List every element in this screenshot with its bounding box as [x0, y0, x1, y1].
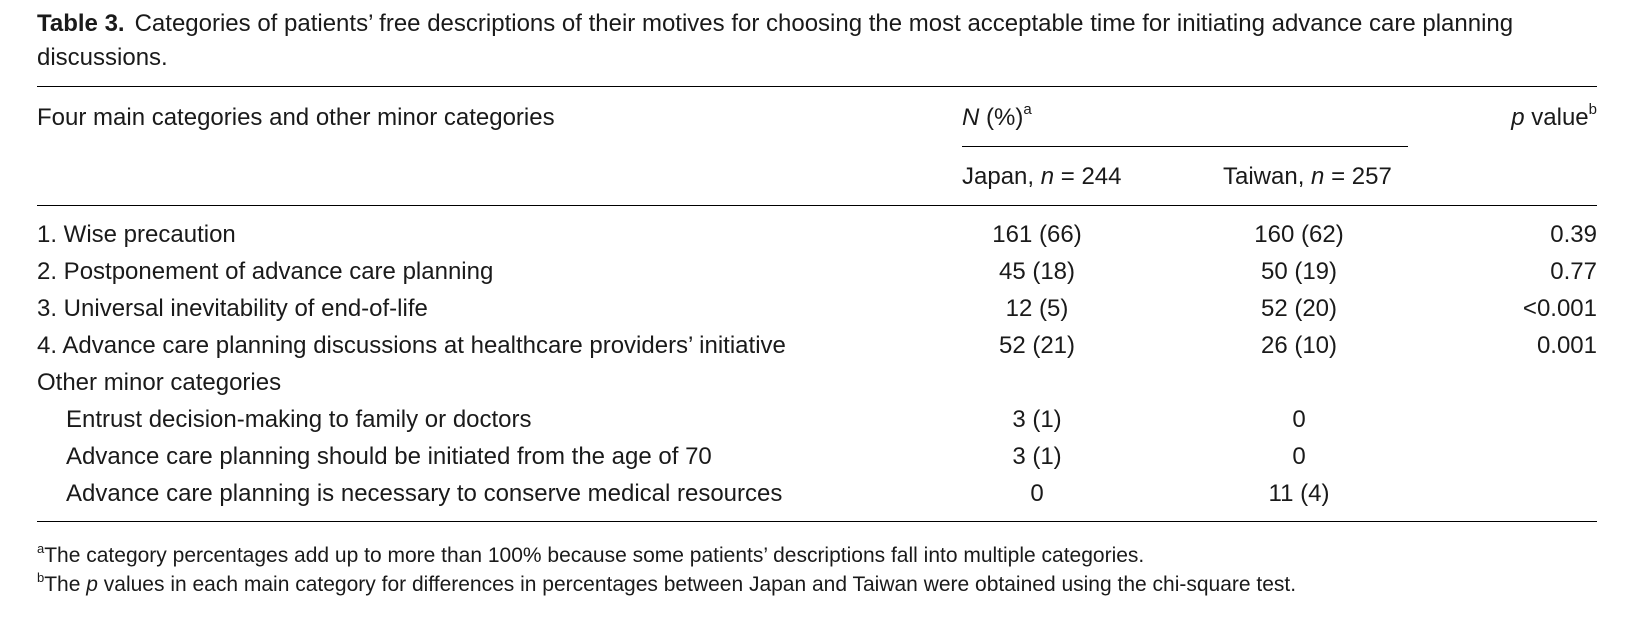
header-description: Four main categories and other minor cat… — [37, 104, 555, 131]
footnote-b-italic-p: p — [86, 573, 98, 596]
header-n-rest: (%) — [979, 104, 1024, 131]
table-row: Advance care planning is necessary to co… — [37, 477, 1597, 514]
header-n-footnote-mark: a — [1023, 101, 1032, 118]
table-title: Categories of patients’ free description… — [37, 10, 1514, 71]
table-body: 1. Wise precaution 161 (66) 160 (62) 0.3… — [37, 218, 1597, 514]
header-bottom-rule — [37, 205, 1597, 206]
footnote-a-mark: a — [37, 541, 45, 556]
row-taiwan-value: 50 (19) — [1260, 258, 1338, 285]
row-taiwan-value: 26 (10) — [1260, 332, 1338, 359]
row-japan-value: 52 (21) — [998, 332, 1076, 359]
row-p-value: 0.001 — [1536, 332, 1597, 359]
row-taiwan-value: 0 — [1292, 406, 1306, 433]
table-footnotes: aThe category percentages add up to more… — [37, 541, 1597, 599]
header-n-percent: N (%)a — [962, 101, 1032, 133]
header-japan-prefix: Japan, — [962, 163, 1041, 190]
header-taiwan-count: = 257 — [1324, 163, 1392, 190]
header-n-italic: N — [962, 104, 980, 131]
header-taiwan-n: n — [1311, 163, 1325, 190]
row-japan-value: 12 (5) — [1005, 295, 1069, 322]
footnote-b-text-before: The — [44, 573, 87, 596]
row-japan-value: 0 — [1030, 480, 1044, 507]
header-japan: Japan, n = 244 — [962, 162, 1122, 192]
table-row: 1. Wise precaution 161 (66) 160 (62) 0.3… — [37, 218, 1597, 255]
row-p-value: 0.77 — [1550, 258, 1597, 285]
header-p-footnote-mark: b — [1588, 101, 1597, 118]
header-p-value: p valueb — [1511, 101, 1597, 133]
footnote-a-text: The category percentages add up to more … — [44, 544, 1145, 567]
table-row: 3. Universal inevitability of end-of-lif… — [37, 292, 1597, 329]
top-rule — [37, 86, 1597, 87]
footnote-b: bThe p values in each main category for … — [37, 570, 1597, 599]
table-row: Advance care planning should be initiate… — [37, 440, 1597, 477]
footnote-b-text-after: values in each main category for differe… — [97, 573, 1297, 596]
header-japan-count: = 244 — [1054, 163, 1122, 190]
header-japan-n: n — [1040, 163, 1055, 190]
row-japan-value: 45 (18) — [998, 258, 1076, 285]
header-taiwan: Taiwan, n = 257 — [1223, 162, 1392, 192]
row-description: Advance care planning is necessary to co… — [66, 480, 783, 507]
row-p-value: <0.001 — [1522, 295, 1597, 322]
row-description: 2. Postponement of advance care planning — [37, 258, 494, 285]
header-p-rest: value — [1524, 104, 1589, 131]
row-taiwan-value: 11 (4) — [1268, 480, 1330, 507]
header-taiwan-prefix: Taiwan, — [1223, 163, 1312, 190]
row-description: Entrust decision-making to family or doc… — [66, 406, 532, 433]
table-row-group-heading: Other minor categories — [37, 366, 1597, 403]
bottom-rule — [37, 521, 1597, 522]
row-description: Advance care planning should be initiate… — [66, 443, 712, 470]
row-japan-value: 161 (66) — [992, 221, 1082, 248]
row-japan-value: 3 (1) — [1012, 443, 1062, 470]
header-p-italic: p — [1511, 104, 1525, 131]
row-description: 4. Advance care planning discussions at … — [37, 332, 786, 359]
row-description: 3. Universal inevitability of end-of-lif… — [37, 295, 428, 322]
table-row: Entrust decision-making to family or doc… — [37, 403, 1597, 440]
row-description: 1. Wise precaution — [37, 221, 236, 248]
row-taiwan-value: 160 (62) — [1254, 221, 1344, 248]
table-row: 2. Postponement of advance care planning… — [37, 255, 1597, 292]
row-description: Other minor categories — [37, 369, 282, 396]
row-taiwan-value: 52 (20) — [1260, 295, 1338, 322]
row-taiwan-value: 0 — [1292, 443, 1306, 470]
row-p-value: 0.39 — [1550, 221, 1597, 248]
row-japan-value: 3 (1) — [1012, 406, 1062, 433]
table-row: 4. Advance care planning discussions at … — [37, 329, 1597, 366]
table-caption: Table 3. Categories of patients’ free des… — [37, 7, 1597, 75]
footnote-a: aThe category percentages add up to more… — [37, 541, 1597, 570]
subheader-rule — [962, 146, 1408, 147]
table-label: Table 3. — [37, 10, 125, 37]
footnote-b-mark: b — [37, 570, 45, 585]
